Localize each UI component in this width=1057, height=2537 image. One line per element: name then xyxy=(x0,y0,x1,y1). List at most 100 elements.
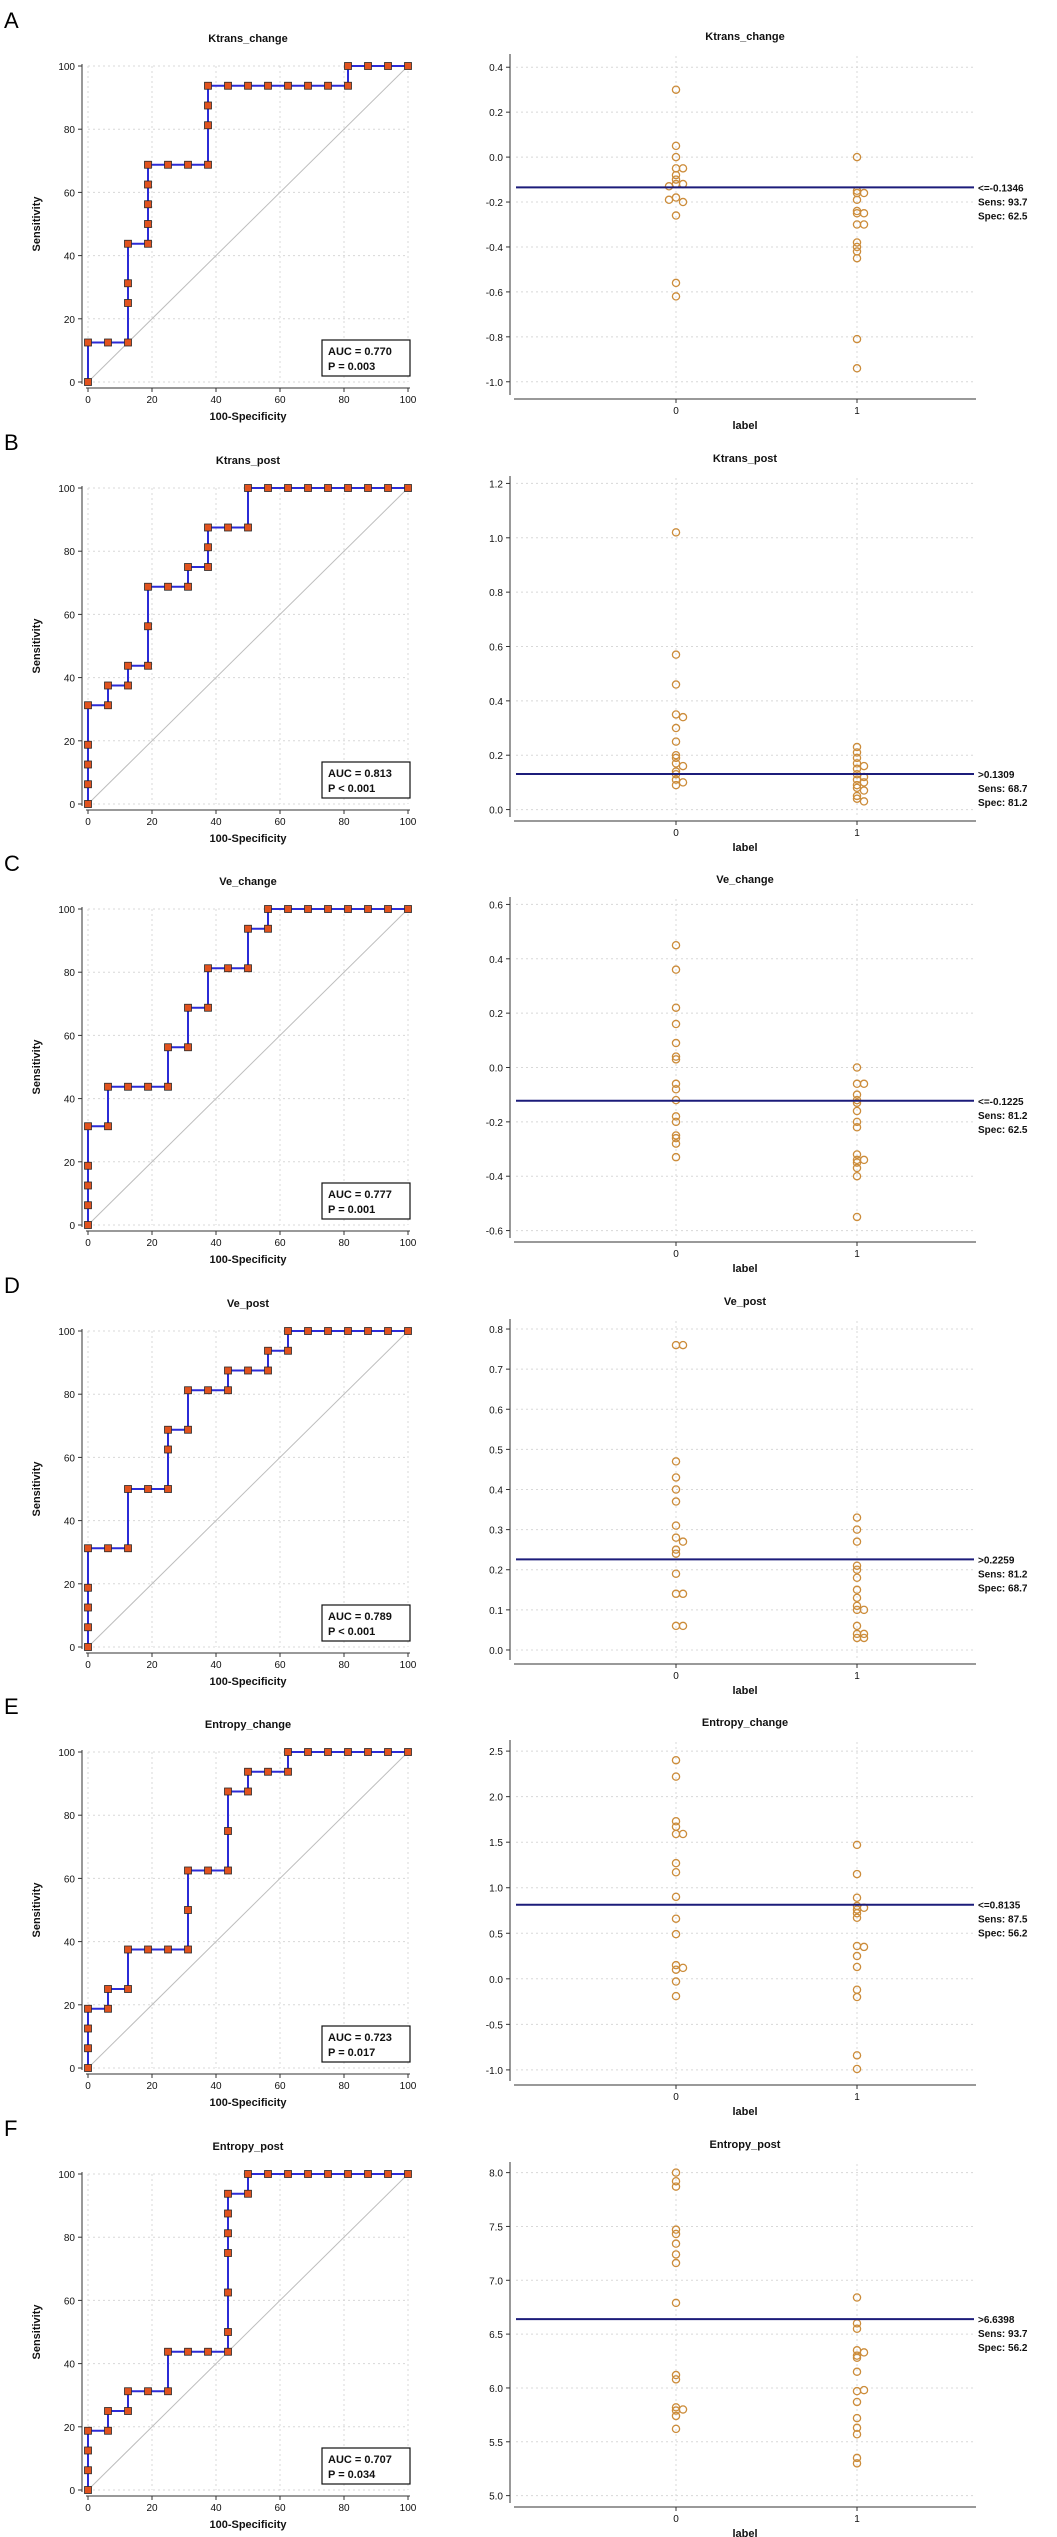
specificity-label: Spec: 81.2 xyxy=(978,798,1028,809)
auc-value: AUC = 0.813 xyxy=(328,768,392,780)
x-tick-label: 0 xyxy=(673,828,679,839)
y-tick-label: 60 xyxy=(64,1031,76,1042)
data-point xyxy=(852,1992,862,2002)
auc-value: AUC = 0.723 xyxy=(328,2032,392,2044)
auc-value: AUC = 0.770 xyxy=(328,346,392,358)
data-point xyxy=(671,2182,681,2191)
roc-point xyxy=(204,1386,212,1395)
roc-point xyxy=(244,924,252,933)
roc-point xyxy=(364,2170,372,2178)
x-axis-title: 100-Specificity xyxy=(209,1676,287,1688)
data-point xyxy=(671,723,681,733)
dot-chart-B: Ktrans_post 0.0 0.2 0.4 0.6 0.8 1.0 1.2 0 1 label >… xyxy=(489,453,1028,854)
panel-letter-C: C xyxy=(4,851,20,876)
y-tick-label: 20 xyxy=(64,315,76,326)
data-point xyxy=(859,786,869,795)
data-point xyxy=(852,1513,862,1522)
data-point xyxy=(678,1963,688,1973)
data-point xyxy=(671,1131,681,1140)
data-point xyxy=(671,528,681,537)
data-point xyxy=(671,1521,681,1530)
y-tick-label: 0.0 xyxy=(489,806,503,817)
roc-point xyxy=(184,1003,192,1012)
roc-point xyxy=(124,1082,132,1091)
roc-point xyxy=(84,378,92,386)
roc-point xyxy=(184,1425,192,1434)
y-tick-label: 100 xyxy=(58,484,75,495)
chart-title: Entropy_post xyxy=(710,2139,781,2151)
roc-point xyxy=(224,523,232,532)
y-tick-label: 60 xyxy=(64,1874,76,1885)
sensitivity-label: Sens: 68.7 xyxy=(978,784,1028,795)
data-point xyxy=(852,1573,862,1583)
auc-box xyxy=(321,2447,411,2485)
data-point xyxy=(671,2239,681,2248)
data-point xyxy=(671,1755,681,1765)
roc-point xyxy=(244,1787,252,1796)
data-point xyxy=(671,1457,681,1466)
y-tick-label: 1.0 xyxy=(489,534,503,545)
roc-point xyxy=(84,800,92,808)
data-point xyxy=(852,1525,862,1534)
y-tick-label: 100 xyxy=(58,62,75,73)
data-point xyxy=(671,1858,681,1868)
roc-point xyxy=(284,484,292,492)
y-tick-label: 0 xyxy=(69,378,75,389)
y-tick-label: 40 xyxy=(64,674,76,685)
chart-title: Entropy_change xyxy=(205,1719,291,1731)
roc-point xyxy=(104,338,112,347)
y-tick-label: 60 xyxy=(64,610,76,621)
y-tick-label: 80 xyxy=(64,125,76,136)
roc-point xyxy=(224,964,232,973)
p-value: P = 0.001 xyxy=(328,1204,375,1216)
y-tick-label: 0.2 xyxy=(489,108,503,119)
criterion-label: >6.6398 xyxy=(978,2315,1015,2326)
reference-diagonal xyxy=(87,908,409,1226)
y-tick-label: 0.4 xyxy=(489,955,503,966)
y-tick-label: 0.7 xyxy=(489,1365,503,1376)
roc-point xyxy=(224,2249,232,2257)
data-point xyxy=(671,85,681,94)
roc-point xyxy=(84,1603,92,1612)
y-axis-title: Sensitivity xyxy=(31,1461,43,1517)
x-axis-title: label xyxy=(732,420,757,432)
x-tick-label: 1 xyxy=(854,828,860,839)
data-point xyxy=(671,1991,681,2001)
y-tick-label: 5.0 xyxy=(489,2492,503,2503)
auc-box xyxy=(321,2025,411,2063)
data-point xyxy=(678,1537,688,1546)
roc-point xyxy=(164,1425,172,1434)
roc-point xyxy=(144,582,152,591)
roc-point xyxy=(244,2170,252,2178)
data-point xyxy=(671,278,681,288)
roc-point xyxy=(144,622,152,631)
roc-point xyxy=(184,563,192,571)
y-tick-label: 8.0 xyxy=(489,2169,503,2180)
roc-point xyxy=(84,2044,92,2053)
roc-chart-F: Entropy_post 00 20 20 40 40 60 60 80 80 100 100 100-… xyxy=(31,2141,417,2531)
roc-point xyxy=(84,2024,92,2033)
y-tick-label: 1.0 xyxy=(489,1884,503,1895)
x-tick-label: 20 xyxy=(146,1660,158,1671)
roc-point xyxy=(264,2170,272,2178)
data-point xyxy=(671,292,681,301)
y-tick-label: 40 xyxy=(64,1517,76,1528)
roc-point xyxy=(244,1366,252,1375)
roc-point xyxy=(124,239,132,248)
roc-point xyxy=(144,239,152,248)
data-point xyxy=(671,1816,681,1826)
panel-letter-E: E xyxy=(4,1694,19,1719)
roc-point xyxy=(104,1985,112,1993)
criterion-label: <=-0.1225 xyxy=(978,1097,1024,1108)
criterion-label: >0.2259 xyxy=(978,1555,1015,1566)
data-point xyxy=(852,1537,862,1546)
roc-point xyxy=(344,1327,352,1335)
data-point xyxy=(852,1163,862,1173)
roc-point xyxy=(184,1866,192,1875)
y-tick-label: 0.0 xyxy=(489,1975,503,1986)
y-tick-label: 2.5 xyxy=(489,1747,503,1758)
data-point xyxy=(852,1962,862,1972)
roc-point xyxy=(324,484,332,492)
y-tick-label: 0.0 xyxy=(489,1064,503,1075)
roc-point xyxy=(344,2170,352,2178)
